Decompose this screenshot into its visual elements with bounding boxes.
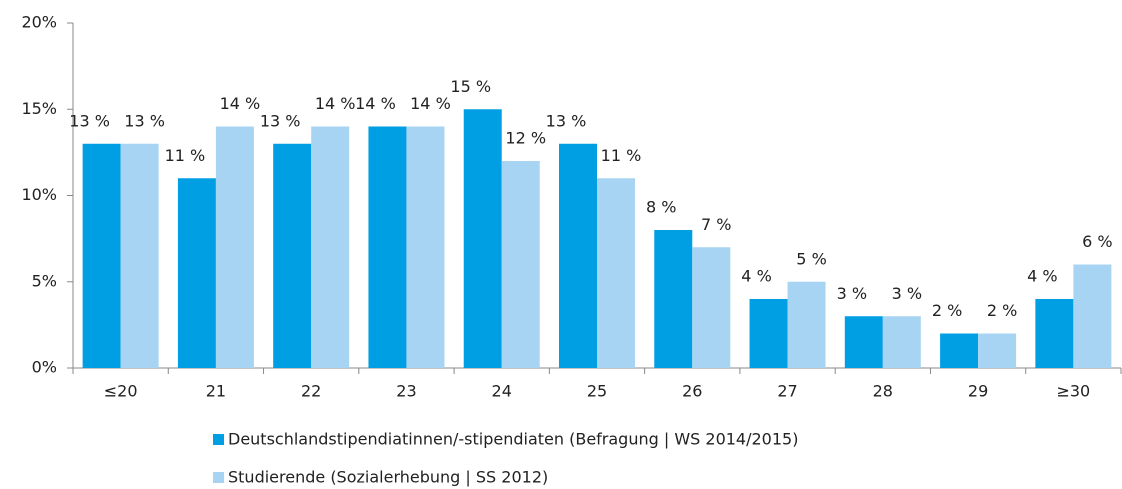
- x-tick-label: ≤20: [104, 382, 138, 401]
- bar: [406, 126, 445, 368]
- bar: [654, 230, 693, 368]
- data-label: 13 %: [260, 111, 301, 130]
- bar: [82, 143, 121, 368]
- data-label: 13 %: [546, 111, 587, 130]
- data-label: 4 %: [741, 267, 771, 286]
- bar: [177, 178, 216, 368]
- bar: [940, 333, 979, 368]
- x-tick-label: ≥30: [1056, 382, 1090, 401]
- y-tick-label: 10%: [21, 185, 57, 204]
- bar: [215, 126, 254, 368]
- legend-swatch: [213, 434, 224, 445]
- data-label: 3 %: [892, 284, 922, 303]
- bar: [787, 281, 826, 368]
- bar: [597, 178, 635, 368]
- data-label: 8 %: [646, 198, 676, 217]
- y-tick-label: 20%: [21, 13, 57, 32]
- y-tick-label: 0%: [32, 358, 57, 377]
- data-label: 3 %: [837, 284, 867, 303]
- data-label: 14 %: [220, 94, 261, 113]
- bar: [1035, 299, 1074, 368]
- bar: [692, 247, 731, 368]
- x-tick-label: 22: [301, 382, 321, 401]
- bar: [368, 126, 407, 368]
- x-tick-label: 26: [682, 382, 702, 401]
- x-tick-label: 29: [968, 382, 988, 401]
- bar: [844, 316, 883, 368]
- data-label: 14 %: [355, 94, 396, 113]
- data-label: 13 %: [69, 111, 110, 130]
- data-label: 4 %: [1027, 267, 1057, 286]
- data-label: 11 %: [601, 146, 642, 165]
- x-tick-label: 24: [492, 382, 512, 401]
- data-label: 15 %: [450, 77, 491, 96]
- data-label: 2 %: [932, 301, 962, 320]
- data-label: 14 %: [315, 94, 356, 113]
- y-tick-label: 5%: [32, 271, 57, 290]
- x-tick-label: 27: [777, 382, 797, 401]
- x-tick-label: 23: [396, 382, 416, 401]
- bar: [273, 143, 312, 368]
- data-label: 13 %: [124, 111, 165, 130]
- legend-swatch: [213, 472, 224, 483]
- bar: [463, 109, 502, 368]
- data-label: 7 %: [701, 215, 731, 234]
- bar: [1073, 264, 1112, 368]
- data-label: 5 %: [796, 249, 826, 268]
- bar: [978, 333, 1017, 368]
- legend-label: Studierende (Sozialerhebung | SS 2012): [228, 468, 548, 487]
- x-tick-label: 21: [206, 382, 226, 401]
- data-label: 14 %: [410, 94, 451, 113]
- x-tick-label: 25: [587, 382, 607, 401]
- bar: [559, 143, 597, 368]
- data-label: 6 %: [1082, 232, 1112, 251]
- legend-label: Deutschlandstipendiatinnen/-stipendiaten…: [228, 430, 798, 449]
- bar: [882, 316, 921, 368]
- data-label: 11 %: [165, 146, 206, 165]
- data-label: 2 %: [987, 301, 1017, 320]
- bar: [311, 126, 350, 368]
- y-tick-label: 15%: [21, 99, 57, 118]
- bar: [749, 299, 788, 368]
- bar: [501, 161, 540, 368]
- data-label: 12 %: [505, 129, 546, 148]
- x-tick-label: 28: [873, 382, 893, 401]
- bar: [120, 143, 159, 368]
